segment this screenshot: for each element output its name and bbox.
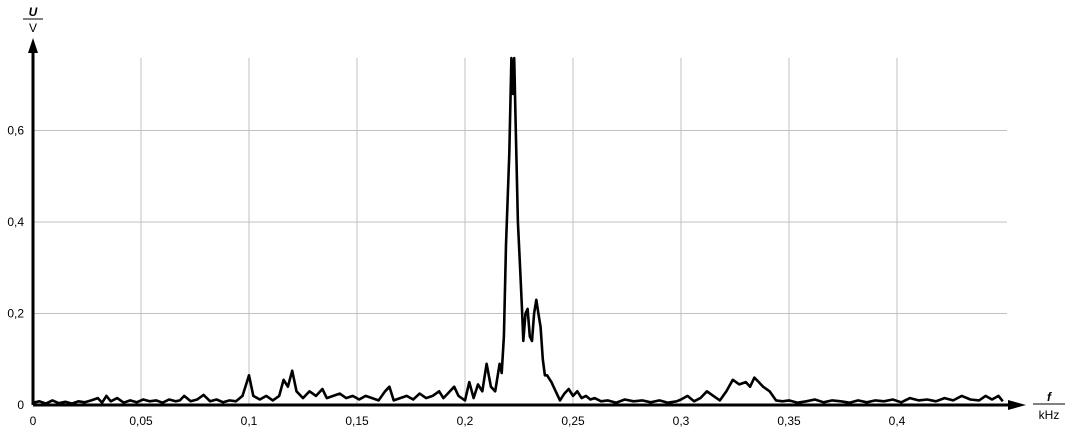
x-axis-label: f kHz <box>1033 390 1065 422</box>
x-tick-label: 0,3 <box>673 414 690 428</box>
y-tick-label: 0,6 <box>7 124 24 138</box>
y-axis-label: U V <box>23 5 43 35</box>
y-label-quantity: U <box>29 5 38 19</box>
x-tick-label: 0,1 <box>241 414 258 428</box>
x-tick-label: 0,15 <box>345 414 369 428</box>
series-line <box>32 56 1004 405</box>
grid <box>33 58 1007 405</box>
x-tick-label: 0,05 <box>129 414 153 428</box>
x-axis-arrow <box>1008 400 1026 410</box>
x-tick-label: 0,35 <box>777 414 801 428</box>
y-tick-label: 0,4 <box>7 215 24 229</box>
axes <box>28 38 1026 410</box>
x-label-quantity: f <box>1047 390 1052 404</box>
x-tick-label: 0,2 <box>457 414 474 428</box>
y-axis-arrow <box>28 38 38 53</box>
x-tick-label: 0,25 <box>561 414 585 428</box>
x-tick-label: 0,4 <box>889 414 906 428</box>
series <box>32 56 1004 405</box>
y-tick-label: 0 <box>17 398 24 412</box>
y-label-unit: V <box>29 21 37 35</box>
tick-labels: 0 0,05 0,1 0,15 0,2 0,25 0,3 0,35 0,4 0 0,2 0,4 0,6 <box>7 124 905 429</box>
y-tick-label: 0,2 <box>7 307 24 321</box>
x-label-unit: kHz <box>1039 408 1060 422</box>
x-tick-label: 0 <box>30 414 37 428</box>
